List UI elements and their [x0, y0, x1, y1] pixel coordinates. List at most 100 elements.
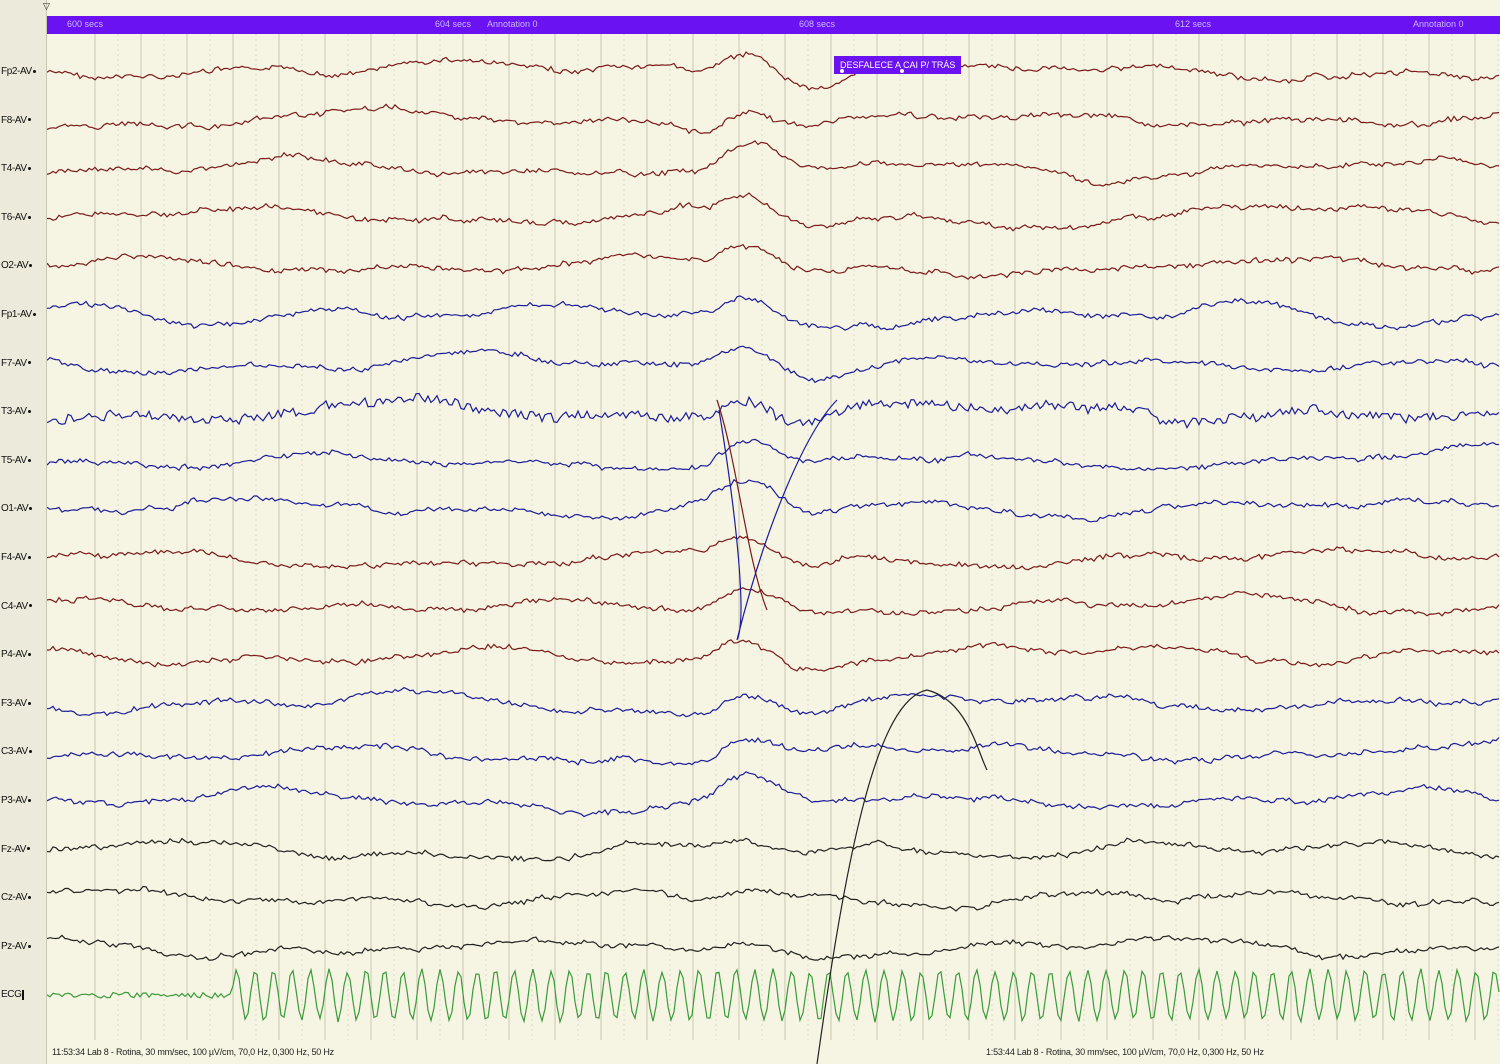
annotation-pin-left-icon: [840, 69, 844, 73]
channel-label-text: F3-AV: [1, 697, 27, 709]
eeg-traces: [47, 34, 1500, 1064]
trace-o2-av: [47, 243, 1500, 280]
eeg-plot-area[interactable]: [47, 0, 1500, 1064]
channel-marker-icon: [27, 410, 31, 414]
channel-marker-icon: [27, 118, 31, 122]
channel-marker-icon: [27, 555, 31, 559]
page-start-marker-icon[interactable]: ▽: [43, 1, 50, 11]
artifact-sweep-0: [716, 399, 768, 611]
annotation-text: DESFALECE A CAI P/ TRÁS: [840, 60, 956, 70]
trace-c3-av: [47, 737, 1500, 766]
channel-label-o1-av[interactable]: O1-AV: [1, 503, 45, 514]
trace-t5-av: [47, 438, 1500, 472]
channel-marker-icon: [27, 167, 31, 171]
time-label-612: 612 secs: [1175, 19, 1212, 29]
trace-f7-av: [47, 345, 1500, 384]
channel-label-p3-av[interactable]: P3-AV: [1, 795, 45, 806]
channel-label-fp1-av[interactable]: Fp1-AV: [1, 309, 45, 320]
annotation-marker-label-2[interactable]: Annotation 0: [1413, 19, 1464, 29]
channel-marker-icon: [27, 458, 31, 462]
channel-marker-icon: [27, 361, 31, 365]
channel-label-f8-av[interactable]: F8-AV: [1, 115, 45, 126]
channel-label-p4-av[interactable]: P4-AV: [1, 649, 45, 660]
trace-ecg: [47, 966, 1500, 1025]
trace-cz-av: [47, 885, 1500, 912]
annotation-marker-label[interactable]: Annotation 0: [487, 19, 538, 29]
channel-marker-icon: [27, 701, 31, 705]
channel-label-pz-av[interactable]: Pz-AV: [1, 941, 45, 952]
trace-o1-av: [47, 478, 1500, 523]
artifact-sweep-2: [816, 689, 988, 1064]
channel-label-text: T3-AV: [1, 406, 27, 418]
trace-t4-av: [47, 140, 1500, 187]
channel-label-text: T5-AV: [1, 454, 27, 466]
channel-label-column: Fp2-AV F8-AV T4-AV T6-AV O2-AV Fp1-AV F7-AV T3-…: [0, 0, 47, 1064]
channel-label-fz-av[interactable]: Fz-AV: [1, 844, 45, 855]
channel-marker-icon: [32, 312, 36, 316]
channel-label-text: O1-AV: [1, 503, 29, 515]
trace-p3-av: [47, 771, 1500, 818]
channel-label-text: T6-AV: [1, 211, 27, 223]
channel-label-ecg[interactable]: ECG: [1, 989, 45, 1000]
trace-fp1-av: [47, 295, 1500, 331]
channel-label-text: F8-AV: [1, 114, 27, 126]
channel-label-text: P4-AV: [1, 649, 28, 661]
trace-t3-av: [47, 392, 1500, 430]
footer-recording-info-right: 1:53:44 Lab 8 - Rotina, 30 mm/sec, 100 µ…: [986, 1047, 1264, 1057]
channel-label-text: ECG: [1, 989, 22, 1001]
channel-label-f7-av[interactable]: F7-AV: [1, 358, 45, 369]
channel-label-t6-av[interactable]: T6-AV: [1, 212, 45, 223]
trace-pz-av: [47, 934, 1500, 961]
channel-marker-icon: [29, 264, 33, 268]
trace-fz-av: [47, 837, 1500, 863]
channel-label-t5-av[interactable]: T5-AV: [1, 455, 45, 466]
footer-recording-info-left: 11:53:34 Lab 8 - Rotina, 30 mm/sec, 100 …: [52, 1047, 334, 1057]
channel-label-text: P3-AV: [1, 795, 28, 806]
channel-marker-icon: [28, 653, 32, 657]
channel-label-text: Fp2-AV: [1, 66, 32, 77]
channel-marker-icon: [27, 847, 31, 851]
channel-label-text: T4-AV: [1, 163, 27, 175]
channel-marker-icon: [28, 750, 32, 754]
artifact-sweep-1: [718, 399, 838, 641]
trace-fp2-av: [47, 51, 1500, 91]
channel-label-f3-av[interactable]: F3-AV: [1, 698, 45, 709]
channel-label-c4-av[interactable]: C4-AV: [1, 601, 45, 612]
trace-f3-av: [47, 686, 1500, 718]
channel-marker-icon: [28, 798, 32, 802]
annotation-tag[interactable]: DESFALECE A CAI P/ TRÁS: [834, 56, 962, 74]
channel-label-text: Pz-AV: [1, 940, 27, 952]
channel-label-text: Fz-AV: [1, 843, 27, 855]
time-ruler[interactable]: 600 secs 604 secs Annotation 0 608 secs …: [47, 16, 1500, 34]
channel-marker-icon: [27, 215, 31, 219]
channel-label-t3-av[interactable]: T3-AV: [1, 406, 45, 417]
channel-label-c3-av[interactable]: C3-AV: [1, 746, 45, 757]
channel-label-text: C3-AV: [1, 746, 28, 758]
channel-label-text: O2-AV: [1, 260, 29, 272]
channel-label-o2-av[interactable]: O2-AV: [1, 260, 45, 271]
channel-marker-icon: [28, 604, 32, 608]
trace-f8-av: [47, 103, 1500, 135]
channel-label-text: Fp1-AV: [1, 309, 32, 320]
channel-marker-icon: [22, 989, 25, 1000]
trace-f4-av: [47, 535, 1500, 571]
channel-label-text: Cz-AV: [1, 892, 28, 904]
channel-label-cz-av[interactable]: Cz-AV: [1, 892, 45, 903]
time-label-600: 600 secs: [67, 19, 104, 29]
channel-label-text: F4-AV: [1, 552, 27, 563]
trace-p4-av: [47, 639, 1500, 672]
channel-label-f4-av[interactable]: F4-AV: [1, 552, 45, 563]
annotation-pin-center-icon: [900, 69, 904, 73]
channel-label-t4-av[interactable]: T4-AV: [1, 163, 45, 174]
time-label-608: 608 secs: [799, 19, 836, 29]
channel-label-text: C4-AV: [1, 600, 28, 612]
channel-marker-icon: [28, 896, 32, 900]
channel-label-text: F7-AV: [1, 357, 27, 369]
channel-marker-icon: [29, 507, 33, 511]
channel-label-fp2-av[interactable]: Fp2-AV: [1, 66, 45, 77]
time-label-604: 604 secs: [435, 19, 472, 29]
channel-marker-icon: [27, 944, 31, 948]
trace-t6-av: [47, 192, 1500, 232]
channel-marker-icon: [32, 69, 36, 73]
trace-c4-av: [47, 587, 1500, 617]
